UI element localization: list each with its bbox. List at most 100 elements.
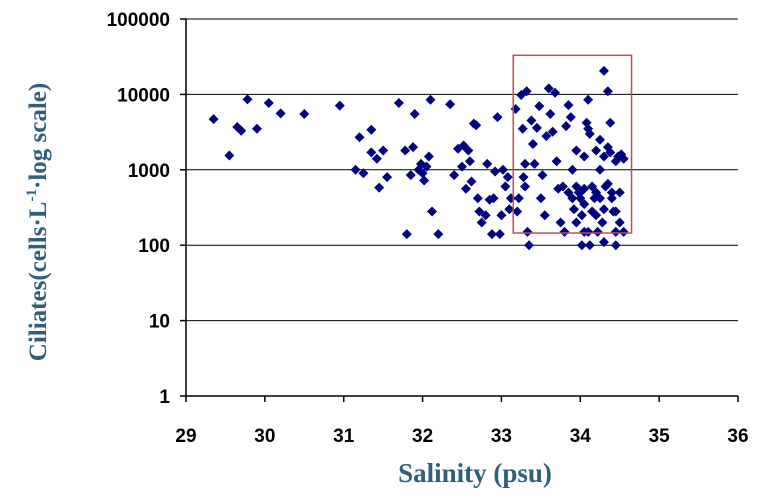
data-point [464,156,475,167]
data-point [400,145,411,156]
data-point [610,226,621,237]
data-point [460,183,471,194]
data-point [393,97,404,108]
data-point [606,193,617,204]
data-point [529,158,540,169]
data-point [595,164,605,175]
data-point [522,226,533,237]
data-point [557,181,568,192]
data-point [524,240,535,251]
data-point [561,121,572,132]
data-point [480,210,491,221]
data-point [486,229,497,240]
y-tick-label: 100 [138,236,170,257]
data-point [366,124,377,135]
data-point [232,121,243,132]
data-point [521,86,532,97]
data-point [579,183,590,194]
data-point [591,145,602,156]
x-axis-title: Salinity (psu) [398,458,552,488]
data-point [482,158,493,169]
data-point [592,226,603,237]
data-point [531,122,542,133]
data-point [513,193,524,204]
data-point [568,204,579,215]
data-point [584,240,595,251]
data-point [610,156,621,167]
data-point [559,226,570,237]
data-point [419,175,430,186]
data-point [425,94,436,105]
data-point [598,204,609,215]
data-point [576,210,587,221]
data-point [610,240,621,251]
x-tick-label: 34 [570,426,592,447]
data-point [597,217,608,228]
data-point [427,206,438,217]
data-point [541,131,552,142]
data-point [371,153,382,164]
data-point [299,108,310,119]
y-tick-label: 10000 [117,85,170,106]
data-point [378,145,389,156]
data-point [583,226,594,237]
data-point [595,193,605,204]
data-point [571,217,582,228]
data-point [409,108,420,119]
data-point [576,240,587,251]
x-tick-label: 31 [333,426,355,447]
data-point [598,237,609,248]
data-point [567,164,578,175]
data-point [421,161,432,172]
data-point [537,170,548,181]
data-point [449,170,460,181]
y-tick-labels: 1 10 100 1000 10000 100000 [107,10,171,408]
data-point [614,187,625,198]
x-tick-label: 30 [254,426,275,447]
data-point [408,142,419,153]
data-point [583,94,594,105]
x-tick-labels: 29 30 31 32 33 34 35 36 [175,426,748,447]
data-point [518,172,529,183]
x-tick-label: 32 [412,426,433,447]
data-point [520,158,531,169]
data-point [583,123,594,134]
data-point [492,112,503,123]
data-point [263,97,274,108]
x-tick-label: 36 [727,426,748,447]
data-point [463,145,474,156]
data-point [547,126,558,137]
data-point [598,65,609,76]
y-axis-title: Ciliates(cells·L-1·log scale) [24,83,52,361]
data-point [445,99,456,110]
y-axis-title-rest: ·log scale) [25,83,52,189]
data-point [208,114,219,125]
data-point [224,150,235,161]
data-point [595,134,605,145]
data-point [358,168,369,179]
y-tick-label: 1000 [128,161,170,182]
data-point [474,206,485,217]
axes [180,18,739,402]
data-point [579,151,590,162]
data-point [527,138,538,149]
data-point [504,204,515,215]
data-point [567,193,578,204]
data-point [602,86,613,97]
data-point [457,161,467,172]
data-point [476,217,487,228]
data-point [526,115,537,126]
data-point [490,166,501,177]
data-point [354,132,365,143]
data-point [565,112,576,123]
data-point [614,217,625,228]
y-tick-label: 1 [159,387,170,408]
data-point [598,151,609,162]
data-point [551,156,562,167]
data-point [423,151,434,162]
data-point [498,164,509,175]
x-tick-label: 33 [491,426,512,447]
data-point [242,94,253,105]
data-point [563,100,574,111]
data-point [401,229,412,240]
